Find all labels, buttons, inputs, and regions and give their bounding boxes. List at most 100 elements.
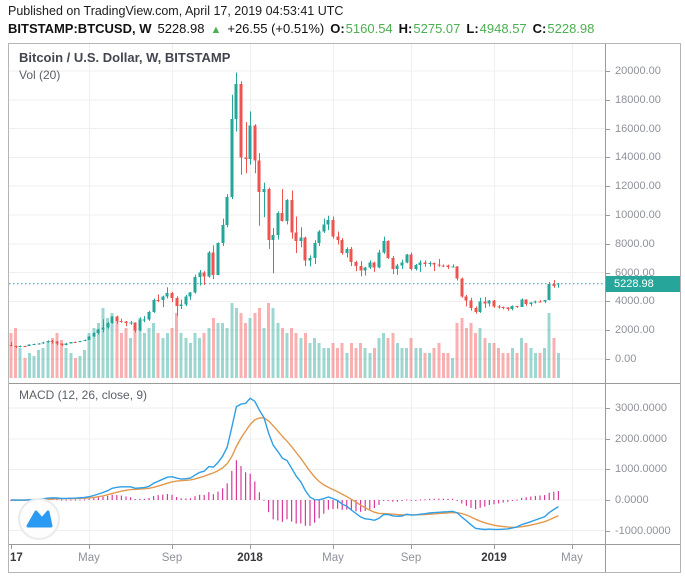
candle-body xyxy=(395,265,399,269)
candle-body xyxy=(294,232,298,241)
volume-bar xyxy=(478,328,482,378)
volume-bar xyxy=(83,350,87,378)
macd-histogram-bar xyxy=(93,498,95,500)
candle-body xyxy=(92,333,96,337)
axis-tick-label: 4000.00 xyxy=(615,295,655,307)
candle-body xyxy=(510,306,514,310)
macd-histogram-bar xyxy=(130,497,132,500)
candle-body xyxy=(18,345,22,348)
volume-bar xyxy=(290,328,294,378)
candle-body xyxy=(276,212,280,236)
macd-histogram-bar xyxy=(61,499,63,501)
candle-body xyxy=(142,319,146,321)
macd-histogram-bar xyxy=(323,500,325,514)
volume-bar xyxy=(441,353,445,378)
candlestick-plot[interactable] xyxy=(9,44,605,383)
candle-body xyxy=(234,83,238,120)
macd-histogram-bar xyxy=(447,498,449,500)
volume-bar xyxy=(299,338,303,378)
volume-bar xyxy=(262,328,266,378)
volume-bar xyxy=(257,308,261,378)
volume-bar xyxy=(409,338,413,378)
panel-separator[interactable] xyxy=(9,383,680,384)
candle-body xyxy=(363,267,367,271)
axis-tick-label: 14000.00 xyxy=(615,151,661,163)
candle-body xyxy=(152,299,156,313)
chart-title: Bitcoin / U.S. Dollar, W, BITSTAMP xyxy=(19,50,231,65)
macd-histogram-bar xyxy=(318,500,320,519)
macd-histogram-bar xyxy=(392,500,394,502)
volume-bar xyxy=(345,353,349,378)
candle-body xyxy=(27,344,31,346)
candle-body xyxy=(322,224,326,232)
volume-bar xyxy=(244,323,248,378)
macd-plot[interactable] xyxy=(9,384,605,544)
candle-body xyxy=(349,248,353,262)
candle-body xyxy=(37,343,41,345)
volume-bar xyxy=(170,328,174,378)
volume-bar xyxy=(294,333,298,378)
candle-body xyxy=(23,345,27,347)
volume-bar xyxy=(124,328,128,378)
candle-body xyxy=(161,296,165,301)
macd-panel[interactable]: MACD (12, 26, close, 9) xyxy=(9,384,605,544)
candle-body xyxy=(267,189,271,241)
volume-bar xyxy=(285,333,289,378)
candle-body xyxy=(299,237,303,241)
axis-tick xyxy=(606,157,610,158)
candle-body xyxy=(368,262,372,268)
volume-bar xyxy=(469,323,473,378)
volume-bar xyxy=(497,348,501,378)
candle-body xyxy=(464,296,468,301)
macd-histogram-bar xyxy=(189,498,191,500)
macd-histogram-bar xyxy=(521,497,523,500)
candle-body xyxy=(556,283,560,285)
macd-histogram-bar xyxy=(139,498,141,500)
macd-histogram-bar xyxy=(438,498,440,500)
volume-bar xyxy=(60,340,64,378)
candle-body xyxy=(538,301,542,303)
macd-histogram-bar xyxy=(456,500,458,501)
candle-body xyxy=(377,252,381,268)
macd-histogram-bar xyxy=(281,500,283,522)
macd-histogram-bar xyxy=(442,498,444,500)
candle-body xyxy=(129,322,133,324)
macd-histogram-bar xyxy=(125,496,127,500)
axis-tick xyxy=(606,469,610,470)
macd-axis[interactable]: 3000.0000 2000.0000 1000.0000 0.0000 -1000.0… xyxy=(606,384,680,544)
macd-histogram-bar xyxy=(166,493,168,500)
price-axis[interactable]: 20000.00 18000.00 16000.00 14000.00 12000.00… xyxy=(606,44,680,383)
axis-tick-label: 2000.00 xyxy=(615,324,655,336)
axis-tick xyxy=(606,330,610,331)
tradingview-logo[interactable] xyxy=(18,498,60,540)
macd-histogram-bar xyxy=(277,500,279,521)
candle-body xyxy=(216,243,220,275)
volume-bar xyxy=(152,323,156,378)
candle-body xyxy=(285,199,289,221)
time-axis[interactable]: 17 May Sep 2018 May Sep 2019 May xyxy=(9,545,680,572)
volume-bar xyxy=(188,343,192,378)
price-chart-panel[interactable]: Bitcoin / U.S. Dollar, W, BITSTAMP Vol (… xyxy=(9,44,605,383)
volume-bar xyxy=(230,303,234,378)
axis-tick-label: 10000.00 xyxy=(615,209,661,221)
candle-body xyxy=(175,297,179,307)
macd-histogram-bar xyxy=(378,500,380,505)
macd-histogram-bar xyxy=(148,497,150,500)
macd-histogram-bar xyxy=(465,500,467,506)
volume-bar xyxy=(363,348,367,378)
candle-body xyxy=(156,299,160,301)
volume-bar xyxy=(73,358,77,378)
candle-body xyxy=(60,343,64,346)
candle-body xyxy=(460,278,464,297)
candle-body xyxy=(391,258,395,269)
volume-bar xyxy=(340,343,344,378)
candle-body xyxy=(515,306,519,308)
candle-body xyxy=(409,254,413,269)
volume-bar xyxy=(492,343,496,378)
macd-histogram-bar xyxy=(120,495,122,500)
candle-body xyxy=(32,343,36,345)
macd-histogram-bar xyxy=(475,500,477,510)
current-price-tag: 5228.98 xyxy=(606,276,680,292)
macd-histogram-bar xyxy=(70,499,72,501)
macd-histogram-bar xyxy=(383,500,385,501)
